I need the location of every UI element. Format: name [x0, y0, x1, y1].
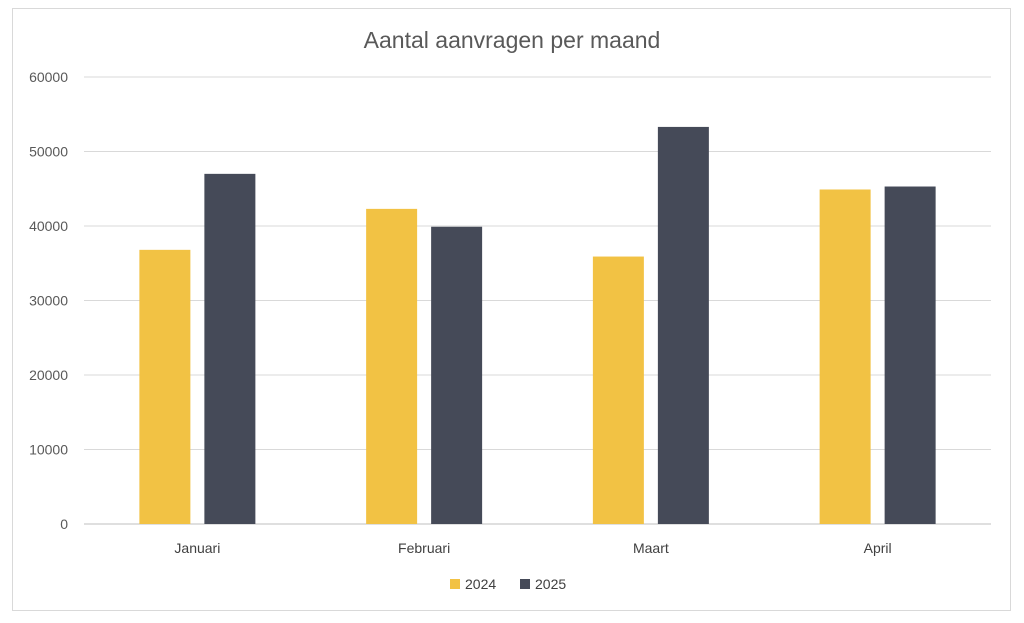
- y-tick-label: 60000: [29, 69, 68, 85]
- bar-2024-april: [819, 189, 871, 524]
- y-tick-label: 40000: [29, 218, 68, 234]
- x-axis: Januari Februari Maart April: [174, 540, 891, 556]
- legend-swatch-2025: [520, 579, 530, 589]
- y-tick-label: 10000: [29, 442, 68, 458]
- x-tick-label: Februari: [398, 540, 450, 556]
- legend-swatch-2024: [450, 579, 460, 589]
- x-tick-label: April: [864, 540, 892, 556]
- y-tick-label: 30000: [29, 293, 68, 309]
- x-tick-label: Januari: [174, 540, 220, 556]
- y-tick-label: 0: [60, 516, 68, 532]
- bar-2024-februari: [366, 208, 418, 525]
- x-tick-label: Maart: [633, 540, 669, 556]
- bar-2025-januari: [204, 173, 256, 524]
- y-axis: 0 10000 20000 30000 40000 50000 60000: [29, 69, 68, 532]
- y-tick-label: 50000: [29, 144, 68, 160]
- bar-2024-maart: [592, 256, 644, 524]
- bar-2025-maart: [657, 126, 709, 524]
- legend-label-2025: 2025: [535, 576, 566, 592]
- bar-2025-februari: [431, 226, 483, 524]
- legend: 2024 2025: [450, 576, 566, 592]
- bars: [139, 126, 936, 525]
- y-tick-label: 20000: [29, 367, 68, 383]
- bar-2025-april: [884, 186, 936, 524]
- bar-2024-januari: [139, 249, 191, 524]
- legend-label-2024: 2024: [465, 576, 496, 592]
- chart-title: Aantal aanvragen per maand: [364, 27, 661, 53]
